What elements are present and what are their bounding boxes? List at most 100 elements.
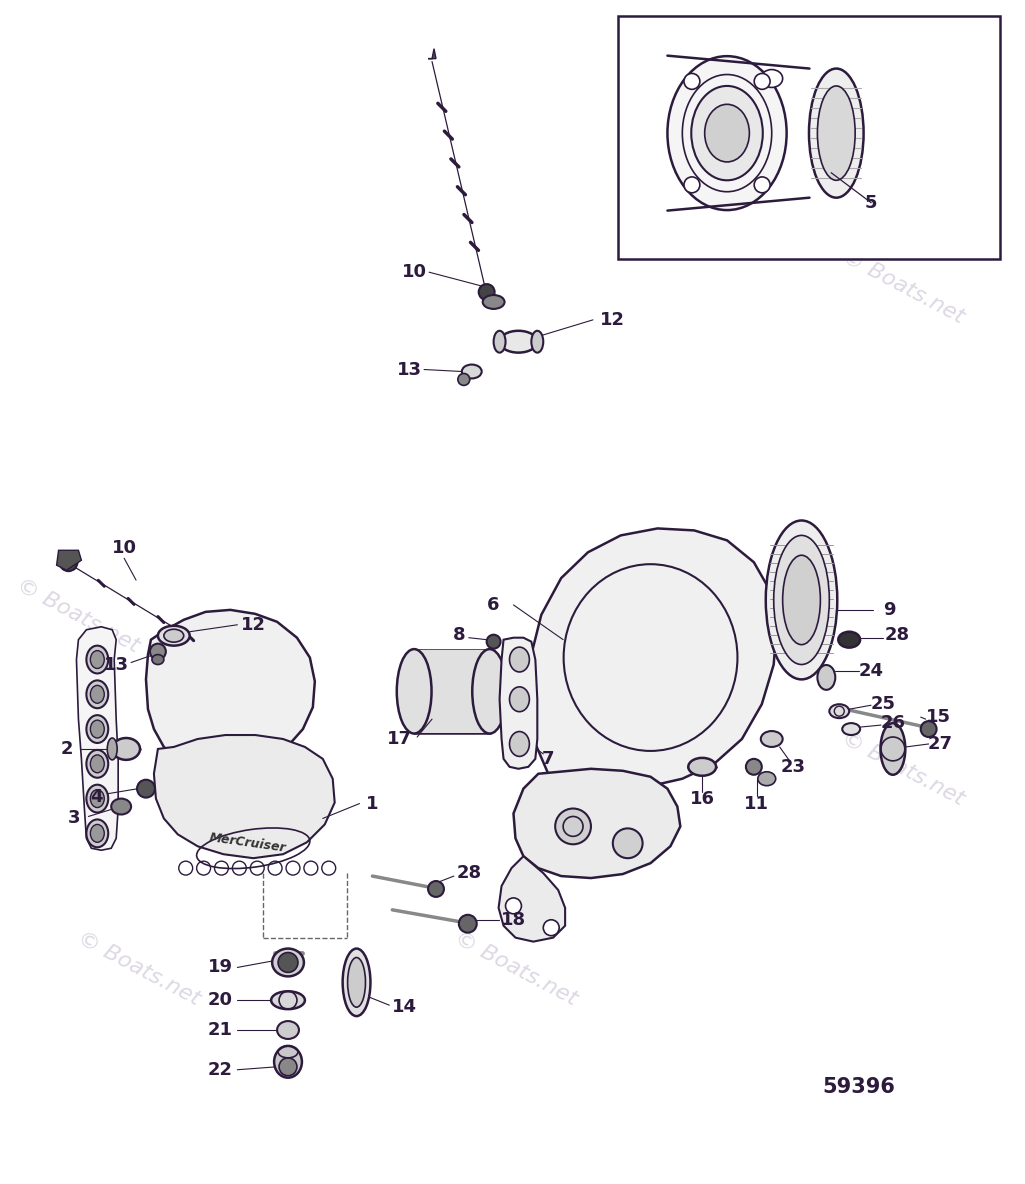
Text: 24: 24: [859, 663, 884, 681]
Ellipse shape: [274, 1045, 302, 1077]
Ellipse shape: [766, 521, 837, 680]
Text: 13: 13: [104, 656, 129, 674]
Text: 27: 27: [928, 735, 953, 753]
Ellipse shape: [342, 948, 370, 1016]
Circle shape: [428, 881, 444, 897]
Circle shape: [487, 635, 500, 649]
Ellipse shape: [152, 655, 164, 664]
Ellipse shape: [843, 723, 860, 735]
Text: © Boats.net: © Boats.net: [75, 927, 204, 1009]
Ellipse shape: [704, 104, 749, 162]
Ellipse shape: [112, 738, 140, 760]
Ellipse shape: [483, 295, 504, 309]
Ellipse shape: [112, 798, 131, 815]
Ellipse shape: [499, 330, 537, 353]
Ellipse shape: [347, 958, 366, 1008]
Circle shape: [505, 897, 522, 914]
Text: 12: 12: [241, 616, 265, 633]
Text: 28: 28: [885, 625, 909, 644]
Ellipse shape: [90, 755, 105, 773]
Ellipse shape: [90, 650, 105, 669]
Ellipse shape: [462, 365, 482, 379]
Ellipse shape: [86, 819, 109, 848]
Ellipse shape: [783, 555, 820, 644]
Ellipse shape: [757, 772, 776, 786]
Ellipse shape: [774, 535, 829, 664]
Ellipse shape: [509, 648, 529, 673]
Ellipse shape: [509, 732, 529, 757]
Text: 17: 17: [386, 731, 412, 748]
Ellipse shape: [761, 70, 783, 88]
Text: 16: 16: [690, 790, 714, 807]
Ellipse shape: [86, 785, 109, 812]
Circle shape: [754, 73, 770, 89]
Circle shape: [278, 953, 298, 972]
Text: 2: 2: [60, 740, 73, 758]
Text: 10: 10: [112, 539, 136, 558]
Text: 20: 20: [208, 991, 233, 1009]
Circle shape: [684, 73, 700, 89]
Ellipse shape: [86, 681, 109, 708]
Ellipse shape: [86, 715, 109, 744]
Ellipse shape: [761, 731, 783, 747]
Polygon shape: [77, 626, 118, 850]
Polygon shape: [428, 49, 436, 59]
Ellipse shape: [158, 626, 190, 645]
Circle shape: [458, 373, 469, 386]
Circle shape: [754, 176, 770, 193]
Text: 26: 26: [880, 714, 905, 732]
Text: 9: 9: [883, 600, 895, 619]
Ellipse shape: [817, 665, 835, 690]
Circle shape: [459, 915, 477, 933]
Polygon shape: [146, 610, 315, 771]
Ellipse shape: [531, 330, 543, 353]
Ellipse shape: [108, 738, 117, 760]
Text: 22: 22: [208, 1061, 233, 1079]
Polygon shape: [154, 735, 335, 858]
Text: 19: 19: [208, 958, 233, 977]
Ellipse shape: [509, 687, 529, 712]
Circle shape: [279, 1057, 297, 1076]
Text: © Boats.net: © Boats.net: [838, 728, 968, 809]
Circle shape: [150, 644, 166, 659]
Ellipse shape: [691, 86, 763, 180]
Ellipse shape: [86, 749, 109, 778]
Ellipse shape: [880, 723, 905, 774]
Bar: [414, 650, 490, 733]
Ellipse shape: [90, 686, 105, 703]
Text: 13: 13: [397, 360, 421, 379]
Polygon shape: [498, 856, 565, 941]
Ellipse shape: [829, 704, 849, 719]
Text: 3: 3: [69, 810, 81, 828]
Polygon shape: [528, 528, 777, 786]
Text: 1: 1: [366, 794, 378, 812]
Ellipse shape: [164, 629, 183, 642]
Ellipse shape: [473, 649, 507, 734]
Text: 28: 28: [456, 864, 482, 882]
Text: 8: 8: [453, 625, 465, 644]
Ellipse shape: [809, 69, 864, 198]
Ellipse shape: [667, 56, 786, 210]
Ellipse shape: [277, 1021, 299, 1038]
Text: 6: 6: [487, 596, 500, 614]
Circle shape: [59, 553, 78, 571]
Ellipse shape: [272, 991, 304, 1009]
Text: 25: 25: [870, 695, 896, 713]
Circle shape: [920, 721, 937, 736]
Text: © Boats.net: © Boats.net: [838, 245, 968, 327]
Text: 18: 18: [501, 910, 526, 928]
Text: 10: 10: [402, 263, 426, 281]
Ellipse shape: [90, 790, 105, 807]
Ellipse shape: [838, 632, 860, 648]
Ellipse shape: [90, 824, 105, 842]
Ellipse shape: [817, 86, 855, 180]
Text: 7: 7: [542, 749, 555, 768]
Text: © Boats.net: © Boats.net: [451, 927, 581, 1009]
Ellipse shape: [90, 720, 105, 738]
Ellipse shape: [689, 758, 716, 776]
Polygon shape: [499, 638, 537, 768]
Ellipse shape: [494, 330, 505, 353]
Circle shape: [556, 809, 591, 844]
Polygon shape: [56, 551, 81, 571]
Circle shape: [137, 780, 155, 798]
